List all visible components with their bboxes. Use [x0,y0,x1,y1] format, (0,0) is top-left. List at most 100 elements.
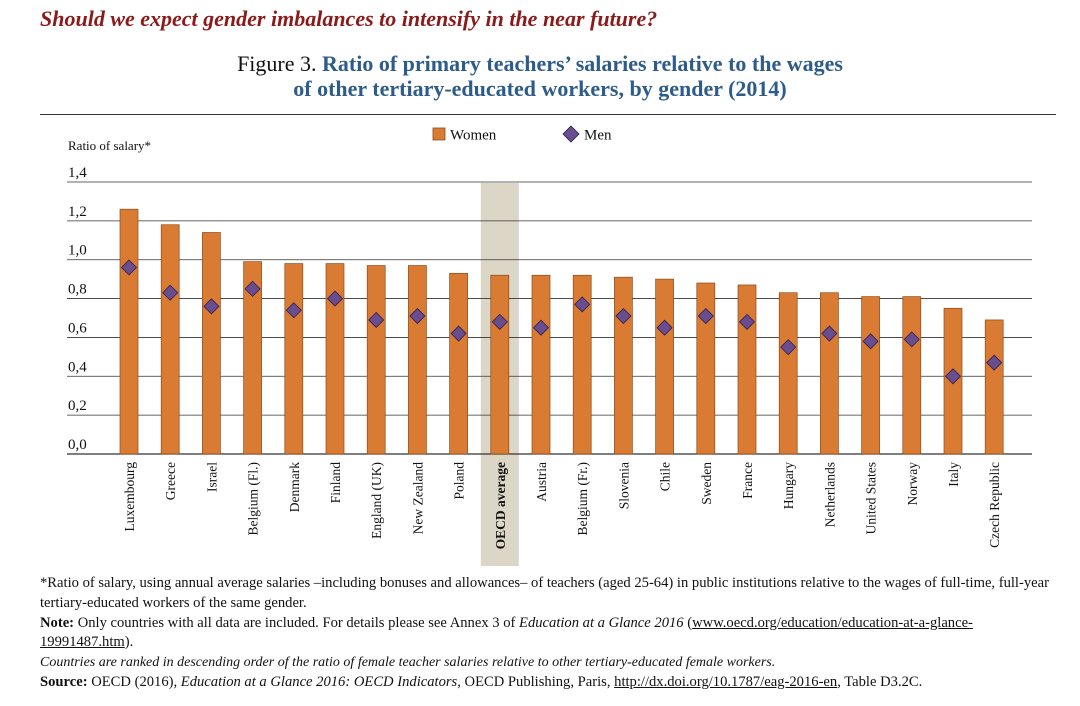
page-heading: Should we expect gender imbalances to in… [40,6,658,31]
note-open-paren: ( [683,614,693,631]
bar-women [366,265,386,455]
bar-women [449,272,468,455]
bar-women [531,274,551,455]
x-tick-label: Israel [204,462,219,492]
bar-women [696,282,716,455]
marker-men [697,307,714,325]
x-tick-label: Netherlands [822,462,837,527]
x-tick-label: Greece [163,462,178,500]
marker-men [532,319,550,336]
x-tick-label: Hungary [781,462,796,509]
y-tick-label: 0,0 [68,437,87,453]
note-close: ). [124,634,134,651]
bar-women [614,276,633,455]
y-tick-label: 0,4 [68,359,87,375]
x-tick-label: Sweden [699,462,714,505]
source-text-3: , Table D3.2C. [837,673,923,690]
marker-men [944,368,962,385]
x-tick-label: Italy [946,462,961,487]
chart-notes: *Ratio of salary, using annual average s… [40,574,1060,693]
bar-women [325,263,345,455]
marker-men [821,325,838,342]
marker-men [615,307,632,325]
x-tick-label: Denmark [287,462,302,512]
figure-title-line1: Ratio of primary teachers’ salaries rela… [322,51,843,76]
x-tick-label: Belgium (Fl.) [246,462,261,536]
y-tick-label: 1,0 [68,243,87,259]
y-tick-label: 1,2 [68,204,87,220]
marker-men [368,311,385,329]
source-publication: Education at a Glance 2016: OECD Indicat… [180,673,458,690]
bar-women [902,296,922,455]
bar-women [284,263,304,455]
marker-men [574,296,591,313]
x-tick-label: France [740,462,755,499]
bar-women [984,319,1004,455]
figure-label: Figure 3. [237,51,317,76]
x-tick-label: Slovenia [616,462,631,509]
source-text-1: OECD (2016), [87,673,181,690]
bar-women [408,265,427,455]
marker-men [326,290,344,307]
marker-men [491,313,508,330]
marker-men [780,339,797,356]
x-tick-label: United States [864,462,879,534]
x-tick-label: OECD average [493,462,508,549]
bar-women [202,232,221,455]
figure-title-line2: of other tertiary-educated workers, by g… [293,76,787,101]
x-tick-label: England (UK) [369,462,384,539]
x-tick-label: Luxembourg [122,462,137,532]
y-tick-label: 0,8 [68,282,87,298]
note-line: Note: Only countries with all data are i… [40,614,1060,654]
marker-men [450,325,467,342]
x-tick-label: Norway [905,462,920,506]
note-text: Only countries with all data are include… [74,614,520,631]
legend-women-label: Women [450,128,497,144]
marker-men [285,302,302,319]
x-tick-label: Chile [658,462,673,491]
ranking-note: Countries are ranked in descending order… [40,655,776,671]
source-text-2: , OECD Publishing, Paris, [457,673,615,690]
marker-men [120,259,138,276]
marker-men [203,298,220,315]
y-tick-label: 0,6 [68,320,87,336]
figure-title: Figure 3. Ratio of primary teachers’ sal… [0,51,1080,101]
bar-chart: 0,0 0,2 0,4 0,6 0,8 1,0 1,2 1,4 Luxembourg Greece… [67,125,1032,566]
marker-men [244,280,261,297]
y-tick-label: 1,4 [68,165,87,181]
bar-women [119,208,139,455]
marker-men [986,354,1003,371]
bar-women [820,292,839,455]
note-label: Note: [40,614,75,631]
note-publication: Education at a Glance 2016 [519,614,684,631]
footnote: *Ratio of salary, using annual average s… [40,575,1049,611]
y-tick-label: 0,2 [68,398,87,414]
source-label: Source: [40,673,88,690]
x-tick-label: Poland [452,462,467,500]
marker-men [656,319,673,336]
x-tick-label: Czech Republic [987,462,1002,548]
x-tick-label: Austria [534,462,549,502]
x-tick-label: Finland [328,462,343,504]
bar-women [861,296,880,455]
marker-men [903,331,920,348]
bar-women [737,284,757,455]
y-axis-label: Ratio of salary* [68,138,151,153]
title-divider [40,114,1056,115]
x-tick-label: Belgium (Fr.) [575,462,590,536]
source-link[interactable]: http://dx.doi.org/10.1787/eag-2016-en [614,673,838,690]
legend-men-label: Men [584,128,612,144]
x-tick-label: New Zealand [410,462,425,535]
bar-women [243,261,262,455]
marker-men [409,307,426,325]
bar-women [490,274,510,455]
bar-women [655,278,674,455]
legend-women-swatch [432,127,446,141]
bar-women [778,292,798,455]
marker-men [862,333,879,350]
note-link[interactable]: www.oecd.org/education/education-at-a-gl… [40,614,973,651]
bar-women [160,224,180,455]
legend-men-marker [562,125,580,143]
bar-women [572,274,592,455]
marker-men [162,284,179,301]
